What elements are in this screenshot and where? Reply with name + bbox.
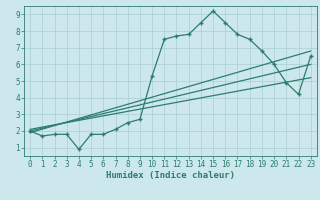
X-axis label: Humidex (Indice chaleur): Humidex (Indice chaleur) xyxy=(106,171,235,180)
